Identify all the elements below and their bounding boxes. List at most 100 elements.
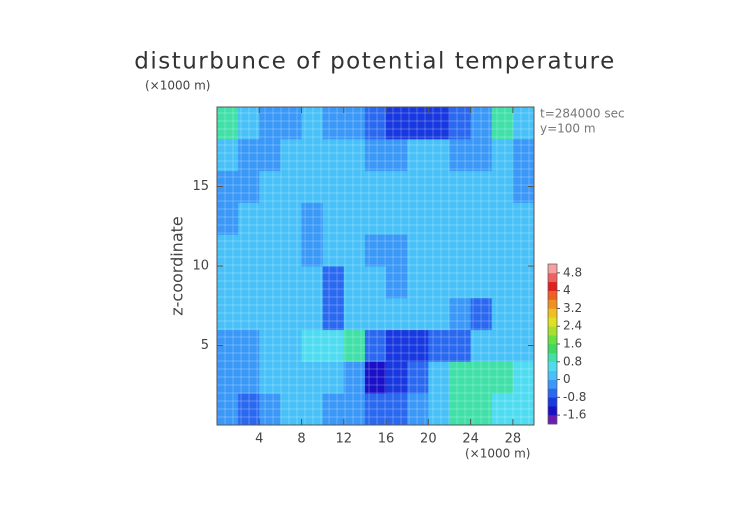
colorbar-swatch (548, 406, 557, 416)
cell (491, 266, 514, 299)
cell (407, 393, 429, 426)
cell (280, 266, 303, 299)
cell (491, 234, 514, 267)
colorbar-swatch (548, 361, 557, 371)
y-unit-label: (×1000 m) (145, 79, 210, 93)
cell (343, 329, 366, 362)
cell (512, 361, 535, 394)
cell (364, 234, 387, 267)
cell (386, 234, 408, 267)
cell (386, 138, 408, 172)
y-tick-label: 15 (192, 179, 209, 194)
cell (470, 234, 493, 267)
cell (301, 297, 324, 331)
cell (343, 266, 366, 299)
cell (280, 170, 303, 203)
cell (259, 234, 281, 267)
cell (512, 138, 535, 172)
cell (322, 170, 345, 203)
cell (407, 202, 429, 235)
cell (238, 234, 260, 267)
cell (491, 361, 514, 394)
cell (470, 202, 493, 235)
cell (280, 202, 303, 235)
cell (512, 266, 535, 299)
cell (470, 170, 493, 203)
cell (280, 329, 303, 362)
cell (407, 138, 429, 172)
cell (386, 329, 408, 362)
cell (470, 266, 493, 299)
cell (428, 361, 450, 394)
cell (449, 202, 472, 235)
cell (364, 170, 387, 203)
colorbar-tick-label: 3.2 (563, 301, 582, 315)
x-tick-label: 28 (505, 432, 522, 447)
cell (343, 234, 366, 267)
cell (512, 393, 535, 426)
colorbar-swatch (548, 299, 557, 309)
y-axis-title: z-coordinate (168, 216, 187, 316)
cell (386, 297, 408, 331)
cell (217, 107, 239, 140)
cell (259, 361, 281, 394)
cell (364, 266, 387, 299)
cell (238, 393, 260, 426)
cell (364, 361, 387, 394)
cell (301, 329, 324, 362)
cell (386, 361, 408, 394)
colorbar-swatch (548, 290, 557, 300)
cell (259, 107, 281, 140)
cell (512, 170, 535, 203)
x-tick-label: 8 (297, 432, 305, 447)
cell (470, 107, 493, 140)
cell (301, 393, 324, 426)
colorbar-swatch (548, 272, 557, 283)
cell (470, 361, 493, 394)
cell (280, 393, 303, 426)
cell (407, 266, 429, 299)
cell (322, 234, 345, 267)
cell (428, 138, 450, 172)
cell (386, 202, 408, 235)
cell (217, 329, 239, 362)
cell (364, 393, 387, 426)
cell (301, 361, 324, 394)
y-tick-label: 10 (192, 259, 209, 274)
colorbar-swatch (548, 379, 557, 389)
cell (217, 138, 239, 172)
cell (343, 361, 366, 394)
colorbar-swatch (548, 388, 557, 398)
cell (301, 138, 324, 172)
cell (322, 266, 345, 299)
cell (428, 297, 450, 331)
colorbar-swatch (548, 352, 557, 363)
cell (449, 170, 472, 203)
colorbar-tick-label: -0.8 (563, 390, 586, 404)
cell (301, 107, 324, 140)
cell (343, 107, 366, 140)
cell (491, 329, 514, 362)
colorbar-tick-label: 1.6 (563, 337, 582, 351)
cell (343, 170, 366, 203)
cell (217, 170, 239, 203)
cell (491, 202, 514, 235)
cell (343, 297, 366, 331)
cell (280, 361, 303, 394)
cell (322, 329, 345, 362)
cell (428, 393, 450, 426)
cell (407, 297, 429, 331)
cell (512, 329, 535, 362)
x-tick-label: 4 (255, 432, 263, 447)
cell (238, 361, 260, 394)
x-tick-label: 24 (462, 432, 479, 447)
y-tick-label: 5 (201, 338, 209, 353)
cell (512, 202, 535, 235)
cell (301, 202, 324, 235)
cell (449, 361, 472, 394)
cell (449, 234, 472, 267)
cell (491, 138, 514, 172)
colorbar-swatch (548, 397, 557, 407)
cell (217, 393, 239, 426)
